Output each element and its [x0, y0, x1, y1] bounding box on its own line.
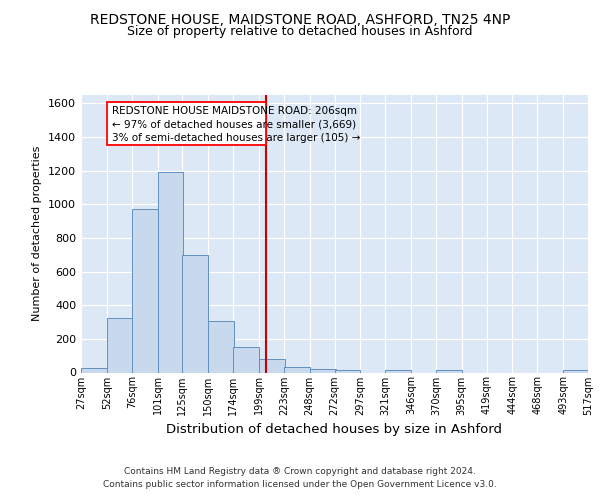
Bar [81, 368, 107, 372]
Text: Contains HM Land Registry data ® Crown copyright and database right 2024.: Contains HM Land Registry data ® Crown c… [124, 467, 476, 476]
Text: REDSTONE HOUSE, MAIDSTONE ROAD, ASHFORD, TN25 4NP: REDSTONE HOUSE, MAIDSTONE ROAD, ASHFORD,… [90, 12, 510, 26]
Y-axis label: Number of detached properties: Number of detached properties [32, 146, 43, 322]
Text: 3% of semi-detached houses are larger (105) →: 3% of semi-detached houses are larger (1… [112, 132, 360, 142]
Text: Contains public sector information licensed under the Open Government Licence v3: Contains public sector information licen… [103, 480, 497, 489]
Bar [335, 370, 361, 372]
Bar [436, 370, 462, 372]
Bar [107, 318, 133, 372]
X-axis label: Distribution of detached houses by size in Ashford: Distribution of detached houses by size … [167, 423, 503, 436]
Bar [182, 255, 208, 372]
Bar [563, 370, 589, 372]
Bar [132, 210, 158, 372]
Text: ← 97% of detached houses are smaller (3,669): ← 97% of detached houses are smaller (3,… [112, 119, 356, 129]
Bar [233, 347, 259, 372]
Bar [310, 370, 335, 372]
Bar [208, 320, 234, 372]
Bar [259, 359, 285, 372]
Bar [385, 370, 411, 372]
Text: REDSTONE HOUSE MAIDSTONE ROAD: 206sqm: REDSTONE HOUSE MAIDSTONE ROAD: 206sqm [112, 106, 356, 116]
Bar [284, 367, 310, 372]
Text: Size of property relative to detached houses in Ashford: Size of property relative to detached ho… [127, 25, 473, 38]
Bar [158, 172, 184, 372]
